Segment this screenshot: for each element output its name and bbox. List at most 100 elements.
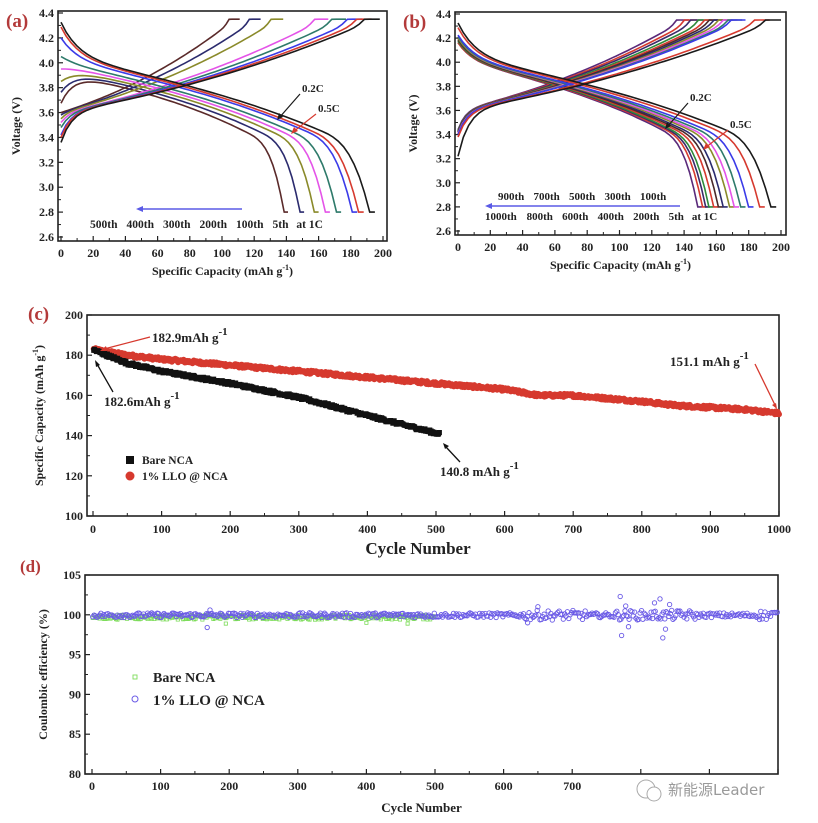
x-tick-label: 140 <box>277 246 295 260</box>
x-axis-label: Cycle Number <box>365 539 471 558</box>
charge-curve-5th-at-1C <box>457 19 746 135</box>
panel-b: 0 20 40 60 80 100 120 140 160 180 200 2.6 2.8 3.0 3.2 3… <box>403 7 790 272</box>
y-tick-label: 4.4 <box>39 6 54 20</box>
x-tick-label: 100 <box>611 240 629 254</box>
series-llo-nca <box>90 593 780 641</box>
panel-label: (b) <box>403 12 426 33</box>
discharge-curve-200th <box>61 68 330 213</box>
watermark-text: 新能源Leader <box>668 781 765 799</box>
x-tick-label: 0 <box>90 522 96 536</box>
discharge-curve-100th <box>60 55 342 213</box>
annotation-arrow <box>445 446 461 463</box>
panel-label: (a) <box>6 11 28 32</box>
y-tick-label: 4.0 <box>436 55 451 69</box>
x-tick-label: 80 <box>581 240 593 254</box>
legend-label-bare-nca: Bare NCA <box>153 671 216 686</box>
x-tick-label: 400 <box>358 522 376 536</box>
y-axis-label: Voltage (V) <box>406 95 420 153</box>
discharge-curve-0.2C <box>457 22 777 208</box>
annotation-0.2C: 0.2C <box>690 92 712 104</box>
y-tick-label: 3.0 <box>436 176 451 190</box>
x-tick-label: 140 <box>675 240 693 254</box>
annotation-arrow-0.2C <box>278 93 301 119</box>
arrowhead-icon <box>485 203 492 209</box>
x-tick-label: 900 <box>701 522 719 536</box>
y-tick-label: 3.4 <box>39 130 54 144</box>
legend-label: 900th <box>498 191 524 203</box>
y-tick-label: 80 <box>69 767 81 781</box>
y-tick-label: 4.4 <box>436 7 451 21</box>
y-tick-label: 200 <box>65 308 83 322</box>
discharge-curve-5th-at-1C <box>60 37 358 213</box>
series-llo-nca <box>90 345 782 418</box>
legend-marker-bare-nca <box>126 456 134 464</box>
y-tick-label: 4.0 <box>39 56 54 70</box>
x-tick-label: 400 <box>357 779 375 793</box>
x-tick-label: 600 <box>495 779 513 793</box>
legend-label: 100th <box>640 191 666 203</box>
legend-label: 5th <box>669 211 684 223</box>
legend-label-bare-nca: Bare NCA <box>142 455 194 467</box>
legend-label: 700th <box>534 191 560 203</box>
arrowhead-icon <box>291 127 298 134</box>
legend-marker-bare-nca <box>132 674 138 680</box>
x-tick-label: 700 <box>564 522 582 536</box>
y-tick-label: 100 <box>65 509 83 523</box>
y-tick-label: 3.8 <box>436 79 451 93</box>
legend-label: 800th <box>527 211 553 223</box>
x-tick-label: 300 <box>289 779 307 793</box>
annotation-arrow-0.2C <box>666 102 689 128</box>
arrowhead-icon <box>443 443 449 449</box>
x-tick-label: 120 <box>245 246 263 260</box>
curves <box>457 19 781 208</box>
charge-curve-100th <box>457 19 743 135</box>
y-tick-label: 95 <box>69 648 81 662</box>
y-tick-label: 140 <box>65 429 83 443</box>
legend-label-llo-nca: 1% LLO @ NCA <box>142 471 228 483</box>
x-tick-label: 100 <box>153 522 171 536</box>
legend-label: 500th <box>90 219 118 231</box>
x-tick-label: 200 <box>221 522 239 536</box>
legend-label: 600th <box>562 211 588 223</box>
x-tick-label: 180 <box>740 240 758 254</box>
x-tick-label: 100 <box>152 779 170 793</box>
annotation-arrow <box>754 363 776 406</box>
y-tick-label: 100 <box>63 608 81 622</box>
y-tick-label: 160 <box>65 388 83 402</box>
x-axis-label: Cycle Number <box>381 800 462 815</box>
charge-curve-0.2C <box>60 18 380 143</box>
annotation-arrow-0.5C <box>292 113 317 133</box>
y-tick-label: 3.2 <box>436 152 451 166</box>
charge-curve-400th <box>60 18 261 116</box>
charge-curve-500th <box>60 18 240 114</box>
x-axis-label: Specific Capacity (mAh g-1) <box>550 257 691 272</box>
x-tick-label: 0 <box>58 246 64 260</box>
annotation-0.5C: 0.5C <box>318 103 340 115</box>
annotation-arrow <box>96 363 114 393</box>
legend-marker-llo-nca <box>125 471 135 481</box>
discharge-curve-300th <box>60 74 319 213</box>
arrowhead-icon <box>277 113 283 120</box>
x-tick-label: 180 <box>342 246 360 260</box>
y-tick-label: 3.6 <box>436 103 451 117</box>
x-tick-label: 600 <box>496 522 514 536</box>
y-tick-label: 85 <box>69 727 81 741</box>
legend-marker-llo-nca <box>131 695 139 703</box>
legend-label: 500th <box>569 191 595 203</box>
legend-label: 200th <box>633 211 659 223</box>
charge-curve-0.2C <box>457 19 781 157</box>
charge-curve-300th <box>60 18 284 120</box>
y-tick-label: 3.2 <box>39 155 54 169</box>
x-tick-label: 40 <box>517 240 529 254</box>
x-tick-label: 60 <box>549 240 561 254</box>
y-tick-label: 3.4 <box>436 128 451 142</box>
x-tick-label: 700 <box>563 779 581 793</box>
x-tick-label: 300 <box>290 522 308 536</box>
arrowhead-icon <box>665 122 671 129</box>
annotation-140.8: 140.8 mAh g-1 <box>440 460 519 479</box>
plot-frame <box>57 10 388 242</box>
annotation-151.1: 151.1 mAh g-1 <box>670 350 749 369</box>
x-tick-label: 60 <box>152 246 164 260</box>
legend-label: 400th <box>598 211 624 223</box>
